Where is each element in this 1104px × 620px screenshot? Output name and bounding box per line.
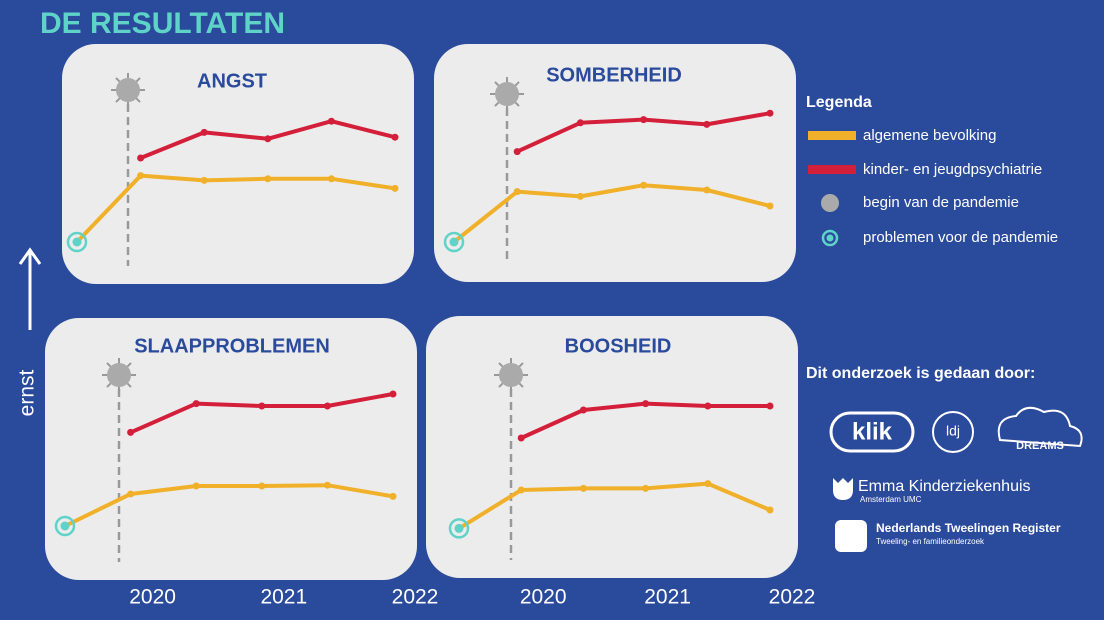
data-point bbox=[576, 119, 584, 127]
series-line bbox=[64, 483, 394, 528]
pre-pandemic-ring bbox=[54, 515, 76, 537]
virus-icon bbox=[116, 78, 140, 102]
logo: Emma Kinderziekenhuis bbox=[858, 478, 1031, 495]
data-point bbox=[200, 176, 208, 184]
data-point bbox=[327, 175, 335, 183]
data-point bbox=[137, 172, 145, 180]
y-axis-label: ernst bbox=[16, 369, 39, 416]
logo: klik bbox=[852, 418, 893, 445]
logo-box bbox=[829, 411, 915, 453]
data-point bbox=[72, 237, 82, 247]
series-line bbox=[452, 183, 771, 244]
data-point bbox=[454, 523, 464, 533]
panel bbox=[434, 44, 796, 282]
virus-icon bbox=[495, 82, 519, 106]
chart-title: ANGST bbox=[197, 70, 267, 92]
legend-title: Legenda bbox=[806, 94, 872, 111]
virus-icon bbox=[107, 363, 131, 387]
data-point bbox=[60, 521, 70, 531]
x-tick-label: 2022 bbox=[392, 586, 439, 609]
data-point bbox=[517, 434, 525, 442]
chart-title: BOOSHEID bbox=[565, 335, 672, 357]
data-point bbox=[192, 400, 200, 408]
y-arrow bbox=[18, 247, 42, 330]
data-point bbox=[766, 202, 774, 210]
data-point bbox=[579, 484, 587, 492]
credits: Dit onderzoek is gedaan door: klik ldj D… bbox=[806, 365, 1083, 552]
data-point bbox=[192, 482, 200, 490]
logo-icon bbox=[835, 520, 867, 552]
data-point bbox=[766, 109, 774, 117]
logo-ring bbox=[932, 411, 974, 453]
data-point bbox=[640, 181, 648, 189]
logo: Tweeling- en familieonderzoek bbox=[876, 537, 985, 546]
data-point bbox=[704, 480, 712, 488]
data-point bbox=[640, 116, 648, 124]
logo: Nederlands Tweelingen Register bbox=[876, 521, 1061, 535]
data-point bbox=[513, 188, 521, 196]
legend-swatch bbox=[808, 131, 856, 140]
data-point bbox=[127, 428, 135, 436]
data-point bbox=[703, 186, 711, 194]
data-point bbox=[200, 128, 208, 136]
x-tick-label: 2021 bbox=[260, 586, 307, 609]
data-point bbox=[264, 135, 272, 143]
series-line bbox=[75, 173, 396, 244]
pre-pandemic-ring bbox=[443, 231, 465, 253]
virus-icon bbox=[821, 194, 839, 212]
page-title: DE RESULTATEN bbox=[40, 7, 285, 40]
data-point bbox=[391, 133, 399, 141]
data-point bbox=[264, 175, 272, 183]
data-point bbox=[642, 484, 650, 492]
legend-label: problemen voor de pandemie bbox=[863, 229, 1058, 246]
data-point bbox=[391, 184, 399, 192]
data-point bbox=[703, 120, 711, 128]
logo: ldj bbox=[946, 423, 960, 439]
credits-title: Dit onderzoek is gedaan door: bbox=[806, 365, 1035, 382]
data-point bbox=[449, 237, 459, 247]
data-point bbox=[323, 402, 331, 410]
legend: Legenda algemene bevolking kinder- en je… bbox=[806, 94, 1058, 247]
data-point bbox=[517, 486, 525, 494]
data-point bbox=[579, 406, 587, 414]
data-point bbox=[704, 402, 712, 410]
pre-icon bbox=[821, 229, 839, 247]
data-point bbox=[576, 192, 584, 200]
logo: Amsterdam UMC bbox=[860, 495, 922, 504]
chart-title: SLAAPPROBLEMEN bbox=[134, 335, 330, 357]
logo-icon bbox=[833, 478, 853, 500]
x-tick-label: 2021 bbox=[644, 586, 691, 609]
data-point bbox=[513, 148, 521, 156]
data-point bbox=[389, 492, 397, 500]
x-tick-label: 2022 bbox=[769, 586, 816, 609]
pre-pandemic-ring bbox=[448, 518, 470, 539]
logo: DREAMS bbox=[1016, 440, 1064, 452]
series-line bbox=[457, 481, 771, 531]
legend-label: begin van de pandemie bbox=[863, 194, 1019, 211]
data-point bbox=[323, 481, 331, 489]
legend-swatch bbox=[808, 165, 856, 174]
x-tick-label: 2020 bbox=[520, 586, 567, 609]
data-point bbox=[127, 490, 135, 498]
legend-label: algemene bevolking bbox=[863, 127, 996, 144]
x-tick-label: 2020 bbox=[129, 586, 176, 609]
data-point bbox=[389, 390, 397, 398]
chart-title: SOMBERHEID bbox=[546, 64, 682, 86]
legend-label: kinder- en jeugdpsychiatrie bbox=[863, 161, 1042, 178]
data-point bbox=[258, 402, 266, 410]
data-point bbox=[766, 506, 774, 514]
data-point bbox=[766, 402, 774, 410]
logo-cloud bbox=[997, 406, 1083, 448]
panel bbox=[45, 318, 417, 580]
panel bbox=[62, 44, 414, 284]
virus-icon bbox=[499, 363, 523, 387]
pre-icon bbox=[826, 234, 834, 242]
data-point bbox=[258, 482, 266, 490]
pre-pandemic-ring bbox=[66, 231, 88, 253]
data-point bbox=[642, 400, 650, 408]
data-point bbox=[137, 154, 145, 162]
data-point bbox=[327, 117, 335, 125]
